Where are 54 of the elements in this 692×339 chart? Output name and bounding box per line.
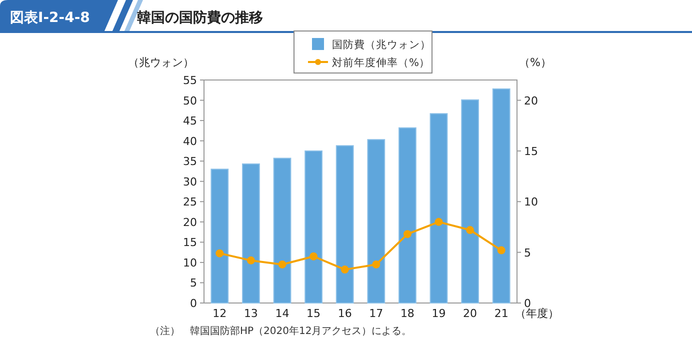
point — [216, 249, 224, 258]
point — [466, 226, 474, 234]
x-tick-label: 18 — [400, 307, 414, 320]
point — [434, 218, 443, 226]
x-tick-label: 16 — [338, 307, 352, 320]
y2-tick-label: 20 — [524, 94, 538, 108]
y-tick-label: 40 — [183, 134, 197, 148]
y-tick-label: 45 — [183, 114, 197, 128]
y2-axis-title: （%） — [519, 56, 552, 69]
y-tick-label: 55 — [183, 74, 197, 87]
bar — [398, 127, 416, 304]
point — [403, 230, 412, 238]
y2-tick-label: 10 — [524, 196, 538, 209]
x-tick-label: 15 — [306, 307, 321, 320]
y2-tick-label: 15 — [524, 144, 538, 158]
y-tick-label: 15 — [183, 236, 197, 250]
text: （注） 韓国国防部HP（2020年12月アクセス）による。 — [150, 325, 412, 337]
point — [340, 266, 349, 274]
x-tick-label: 17 — [369, 307, 384, 320]
y-tick-label: 5 — [190, 276, 197, 290]
y-tick-label: 0 — [190, 297, 197, 310]
y2-tick-label: 5 — [524, 246, 531, 260]
y-axis-title: （兆ウォン） — [128, 56, 194, 69]
point — [372, 260, 380, 268]
bar — [304, 150, 322, 304]
x-tick-label: 13 — [244, 307, 258, 320]
chart-title: 韓国の国防費の推移 — [137, 9, 263, 26]
y-tick-label: 30 — [183, 175, 197, 188]
bar — [336, 145, 354, 304]
bar — [430, 113, 448, 304]
point — [310, 252, 318, 260]
bar — [273, 158, 292, 304]
x-axis-title: （年度） — [515, 307, 559, 320]
x-tick-label: 21 — [494, 307, 508, 320]
text: 図表Ⅰ-2-4-8 — [10, 10, 90, 26]
y-tick-label: 25 — [183, 196, 197, 209]
point — [246, 256, 255, 264]
bar — [210, 168, 229, 304]
point — [497, 246, 506, 254]
x-tick-label: 20 — [463, 307, 478, 320]
y-tick-label: 10 — [183, 256, 197, 270]
bar — [367, 139, 386, 304]
point — [278, 260, 286, 268]
y-tick-label: 35 — [183, 155, 197, 168]
y-tick-label: 50 — [183, 94, 197, 108]
y-tick-label: 20 — [183, 216, 197, 229]
bar — [492, 88, 510, 304]
bar — [461, 99, 479, 304]
legend-label: 対前年度伸率（%） — [332, 56, 430, 69]
legend-label: 国防費（兆ウォン） — [332, 38, 431, 51]
x-tick-label: 14 — [275, 307, 290, 320]
x-tick-label: 19 — [432, 307, 446, 320]
bar — [242, 163, 260, 304]
x-tick-label: 12 — [212, 307, 227, 320]
